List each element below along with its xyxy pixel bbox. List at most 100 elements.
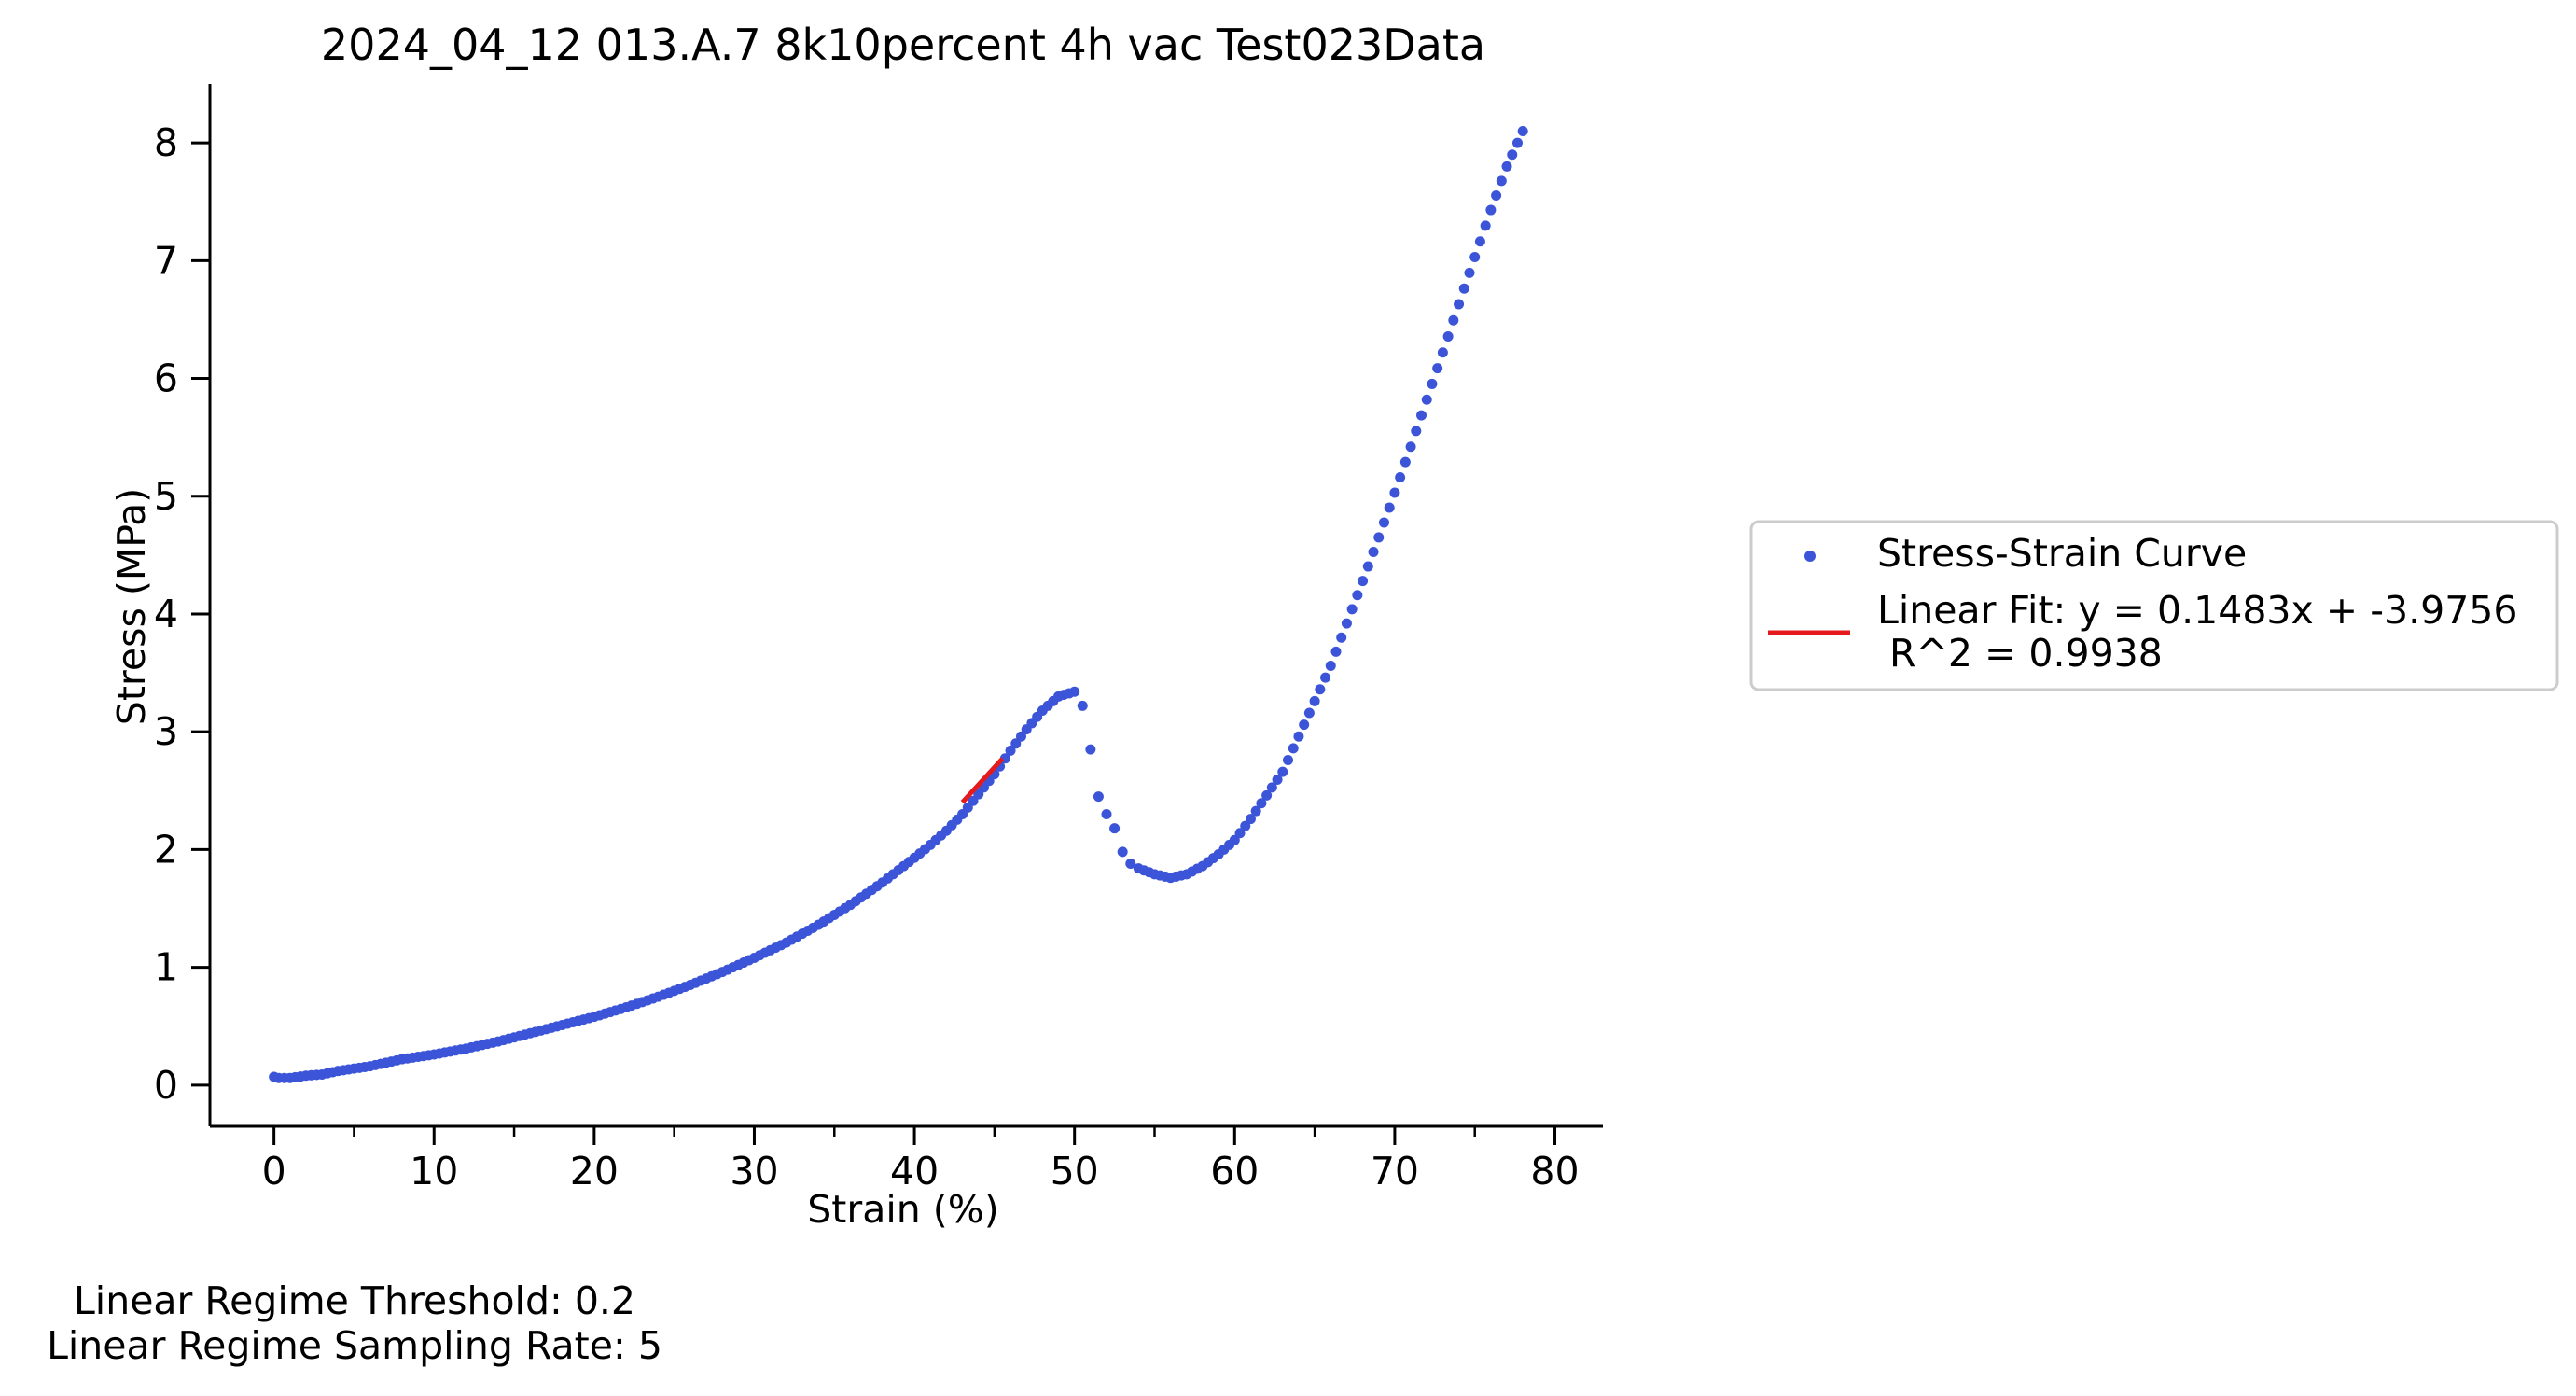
data-point bbox=[1448, 314, 1459, 326]
data-point bbox=[1517, 125, 1528, 136]
data-point bbox=[1454, 299, 1465, 310]
legend-label-scatter: Stress-Strain Curve bbox=[1877, 531, 2247, 576]
data-point bbox=[1405, 441, 1416, 453]
x-tick-label: 30 bbox=[730, 1149, 778, 1194]
data-point bbox=[1362, 561, 1373, 572]
data-point bbox=[1272, 775, 1283, 786]
legend-label-fit-line: R^2 = 0.9938 bbox=[1877, 631, 2163, 676]
data-point bbox=[1077, 700, 1088, 711]
data-point bbox=[1277, 766, 1288, 777]
data-point bbox=[1411, 426, 1422, 437]
data-point bbox=[1416, 410, 1427, 421]
axes: 0 10 20 30 40 50 60 70 80 0 1 2 3 4 5 6 7 8 bbox=[154, 84, 1603, 1194]
data-point bbox=[1085, 744, 1096, 755]
legend: Stress-Strain Curve Linear Fit: y = 0.148… bbox=[1749, 520, 2559, 691]
x-tick-label: 20 bbox=[570, 1149, 619, 1194]
data-point bbox=[1325, 661, 1336, 672]
data-point bbox=[1261, 789, 1273, 801]
data-point bbox=[1299, 719, 1310, 731]
data-point bbox=[1109, 823, 1121, 834]
y-tick-label: 6 bbox=[154, 356, 178, 401]
data-point bbox=[1288, 743, 1299, 754]
data-point bbox=[1352, 590, 1363, 601]
y-tick-label: 2 bbox=[154, 827, 178, 872]
data-point bbox=[1395, 472, 1406, 483]
data-point bbox=[1464, 267, 1475, 278]
y-tick-label: 3 bbox=[154, 709, 178, 754]
data-point bbox=[1442, 331, 1454, 342]
x-tick-label: 70 bbox=[1371, 1149, 1419, 1194]
data-point bbox=[1010, 738, 1022, 749]
x-tick-label: 50 bbox=[1051, 1149, 1099, 1194]
y-tick-label: 8 bbox=[154, 120, 178, 165]
threshold-note: Linear Regime Threshold: 0.2 bbox=[73, 1278, 636, 1323]
data-point bbox=[1283, 754, 1294, 765]
data-point bbox=[1346, 604, 1358, 615]
data-point bbox=[1320, 672, 1331, 683]
y-tick-label: 5 bbox=[154, 474, 178, 519]
scatter-series bbox=[269, 125, 1528, 1083]
data-point bbox=[1309, 695, 1320, 706]
data-point bbox=[1480, 220, 1491, 231]
data-point bbox=[1250, 805, 1261, 817]
x-axis-label: Strain (%) bbox=[807, 1187, 998, 1232]
data-point bbox=[1421, 394, 1432, 405]
data-point bbox=[1125, 859, 1136, 870]
data-point bbox=[1432, 363, 1443, 374]
data-point bbox=[1245, 814, 1256, 825]
data-point bbox=[1458, 283, 1469, 294]
x-tick-label: 0 bbox=[262, 1149, 286, 1194]
x-tick-label: 10 bbox=[410, 1149, 458, 1194]
data-point bbox=[1330, 646, 1342, 657]
data-point bbox=[1511, 137, 1523, 148]
data-point bbox=[1005, 745, 1016, 756]
data-point bbox=[1399, 456, 1411, 468]
data-point bbox=[1501, 161, 1512, 172]
sampling-rate-note: Linear Regime Sampling Rate: 5 bbox=[47, 1323, 662, 1368]
data-point bbox=[1315, 684, 1326, 695]
data-point bbox=[1266, 782, 1277, 793]
data-point bbox=[1293, 731, 1304, 742]
data-point bbox=[1303, 707, 1315, 719]
data-point bbox=[1336, 632, 1347, 643]
data-point bbox=[1015, 731, 1026, 742]
data-point bbox=[1427, 378, 1438, 389]
data-point bbox=[1373, 532, 1385, 543]
data-point bbox=[1069, 686, 1080, 697]
data-point bbox=[1389, 487, 1400, 498]
data-point bbox=[1229, 834, 1240, 845]
y-tick-label: 4 bbox=[154, 592, 178, 636]
x-tick-label: 40 bbox=[890, 1149, 939, 1194]
data-point bbox=[1384, 502, 1395, 513]
data-point bbox=[1485, 204, 1497, 216]
data-point bbox=[1358, 576, 1369, 587]
data-point bbox=[1368, 546, 1379, 557]
legend-label-fit: Linear Fit: y = 0.1483x + -3.9756 R^2 = … bbox=[1877, 588, 2517, 676]
data-point bbox=[1240, 820, 1251, 831]
linear-fit-series bbox=[960, 757, 1005, 804]
chart-title: 2024_04_12 013.A.7 8k10percent 4h vac Te… bbox=[321, 20, 1485, 70]
data-point bbox=[1507, 149, 1518, 161]
y-tick-label: 0 bbox=[154, 1063, 178, 1108]
y-tick-label: 1 bbox=[154, 945, 178, 990]
data-point bbox=[1093, 791, 1104, 803]
x-tick-label: 80 bbox=[1530, 1149, 1579, 1194]
data-point bbox=[1496, 175, 1507, 187]
legend-scatter-marker bbox=[1804, 551, 1816, 562]
data-point bbox=[1256, 798, 1267, 809]
data-point bbox=[1117, 846, 1128, 858]
fit-line bbox=[960, 757, 1005, 804]
legend-label-fit-line: Linear Fit: y = 0.1483x + -3.9756 bbox=[1877, 588, 2517, 633]
data-point bbox=[1234, 828, 1246, 839]
legend-box bbox=[1749, 520, 2559, 691]
data-point bbox=[1469, 252, 1481, 263]
data-point bbox=[1437, 347, 1448, 358]
y-axis-label: Stress (MPa) bbox=[109, 488, 154, 725]
data-point bbox=[1101, 809, 1112, 820]
data-point bbox=[1341, 618, 1352, 629]
fit-parameters-notes: Linear Regime Threshold: 0.2 Linear Regi… bbox=[0, 1278, 709, 1368]
data-point bbox=[1474, 236, 1485, 247]
data-point bbox=[1491, 189, 1502, 201]
x-tick-label: 60 bbox=[1210, 1149, 1259, 1194]
